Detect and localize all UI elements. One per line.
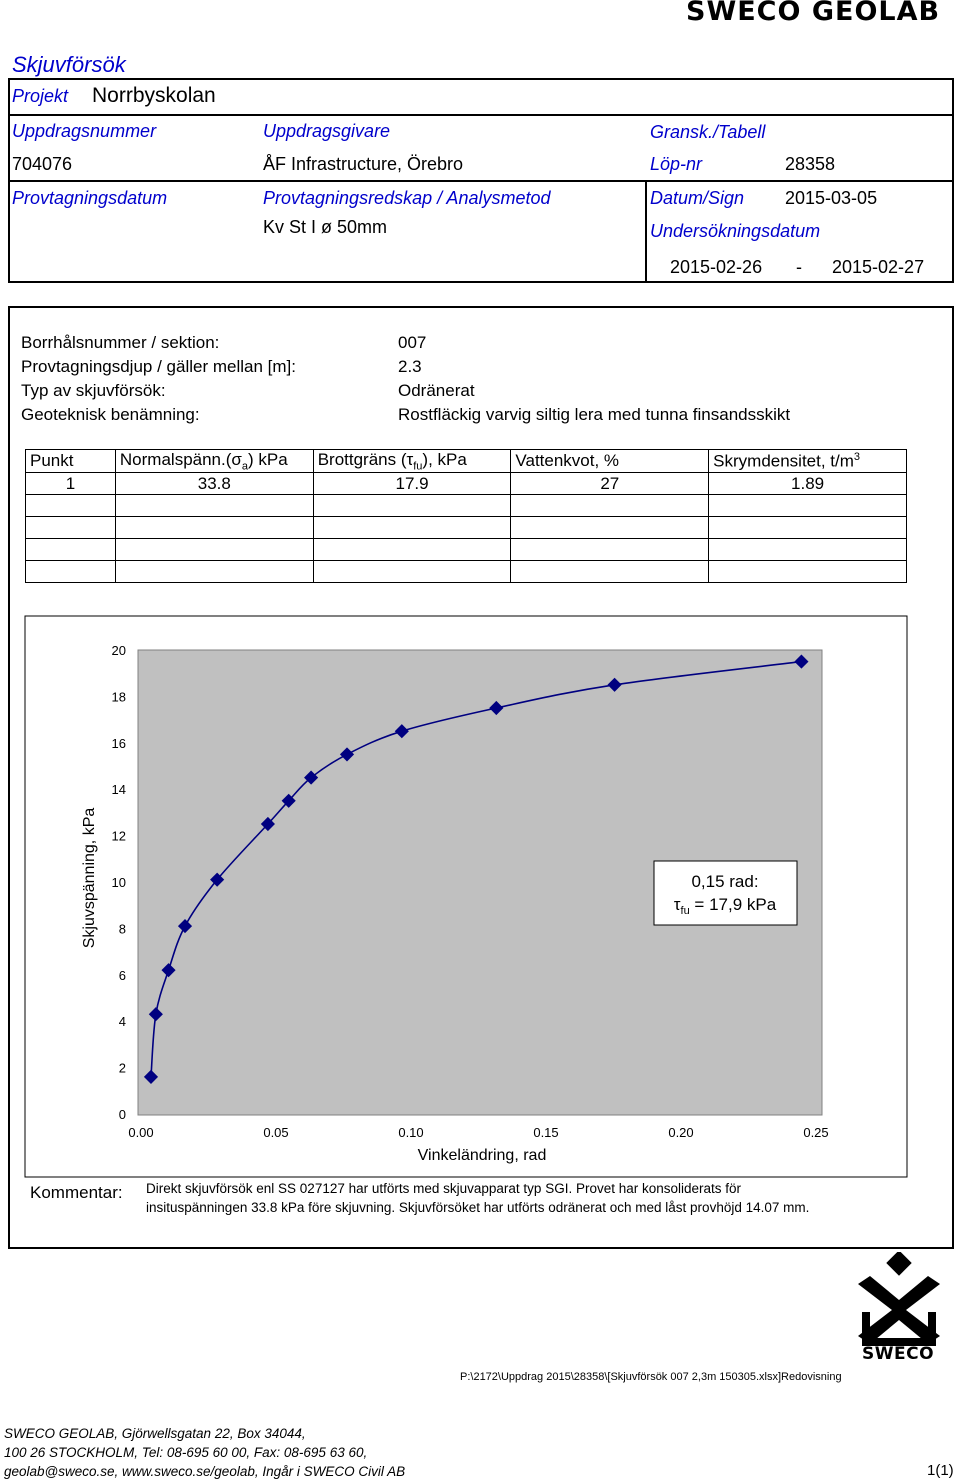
borrhal-label: Borrhålsnummer / sektion:: [21, 333, 220, 352]
uppdragsgivare-value: ÅF Infrastructure, Örebro: [263, 154, 464, 174]
table-row: 1 33.8 17.9 27 1.89: [25, 472, 907, 496]
comment-label: Kommentar:: [30, 1183, 123, 1202]
header-brott: Brottgräns (τfu), kPa: [312, 448, 512, 474]
comment-line2: insituspänningen 33.8 kPa före skjuvning…: [146, 1200, 810, 1215]
benamning-label: Geoteknisk benämning:: [21, 405, 200, 424]
table-row: [25, 538, 907, 562]
table-row: [25, 516, 907, 540]
cell-normal: 33.8: [114, 472, 314, 496]
lopnr-value: 28358: [785, 154, 836, 174]
lopnr-label: Löp-nr: [650, 154, 703, 174]
footer-line3: geolab@sweco.se, www.sweco.se/geolab, In…: [4, 1464, 406, 1479]
typ-value: Odränerat: [398, 381, 475, 400]
uppdragsnummer-value: 704076: [12, 154, 73, 174]
header-divider: [8, 114, 954, 116]
gransk-label: Gransk./Tabell: [650, 122, 766, 142]
undersokning-from: 2015-02-26: [670, 257, 763, 277]
borrhal-value: 007: [398, 333, 427, 352]
cell-brott: 17.9: [312, 472, 512, 496]
file-path: P:\2172\Uppdrag 2015\28358\[Skjuvförsök …: [460, 1371, 842, 1383]
footer-line1: SWECO GEOLAB, Gjörwellsgatan 22, Box 340…: [4, 1426, 306, 1441]
undersokningsdatum-label: Undersökningsdatum: [650, 221, 821, 241]
points-table: Punkt Normalspänn.(σa) kPa Brottgräns (τ…: [25, 448, 907, 584]
cell-vatten: 27: [510, 472, 710, 496]
comment-line1: Direkt skjuvförsök enl SS 027127 har utf…: [146, 1181, 742, 1196]
table-row: [25, 560, 907, 584]
uppdragsnummer-label: Uppdragsnummer: [12, 121, 157, 141]
header-punkt: Punkt: [25, 448, 116, 474]
brand-title: SWECO GEOLAB: [686, 0, 941, 27]
page-number: 1(1): [927, 1462, 954, 1479]
header-skrym: Skrymdensitet, t/m3: [708, 448, 907, 474]
uppdragsgivare-label: Uppdragsgivare: [263, 121, 391, 141]
redskap-value: Kv St I ø 50mm: [263, 217, 388, 237]
datum-sign-label: Datum/Sign: [650, 188, 745, 208]
cell-punkt: 1: [25, 472, 116, 496]
undersokning-dash: -: [796, 257, 802, 277]
provtagningsdatum-label: Provtagningsdatum: [12, 188, 168, 208]
header-vdivider: [645, 180, 647, 283]
project-name: Norrbyskolan: [92, 84, 216, 107]
footer-line2: 100 26 STOCKHOLM, Tel: 08-695 60 00, Fax…: [4, 1445, 368, 1460]
undersokning-to: 2015-02-27: [832, 257, 925, 277]
sweco-logo-icon: [856, 1252, 942, 1363]
typ-label: Typ av skjuvförsök:: [21, 381, 166, 400]
header-normal: Normalspänn.(σa) kPa: [114, 448, 314, 474]
table-row: [25, 494, 907, 518]
djup-value: 2.3: [398, 357, 422, 376]
main-box: [8, 306, 954, 1249]
djup-label: Provtagningsdjup / gäller mellan [m]:: [21, 357, 296, 376]
header-divider: [8, 180, 954, 182]
header-vatten: Vattenkvot, %: [510, 448, 710, 474]
datum-sign-value: 2015-03-05: [785, 188, 878, 208]
table-header-row: Punkt Normalspänn.(σa) kPa Brottgräns (τ…: [25, 448, 907, 474]
benamning-value: Rostfläckig varvig siltig lera med tunna…: [398, 405, 791, 424]
redskap-label: Provtagningsredskap / Analysmetod: [263, 188, 551, 208]
cell-skrym: 1.89: [708, 472, 907, 496]
logo-text: SWECO: [862, 1344, 935, 1364]
page-title: Skjuvförsök: [12, 52, 126, 77]
project-label: Projekt: [12, 86, 69, 106]
